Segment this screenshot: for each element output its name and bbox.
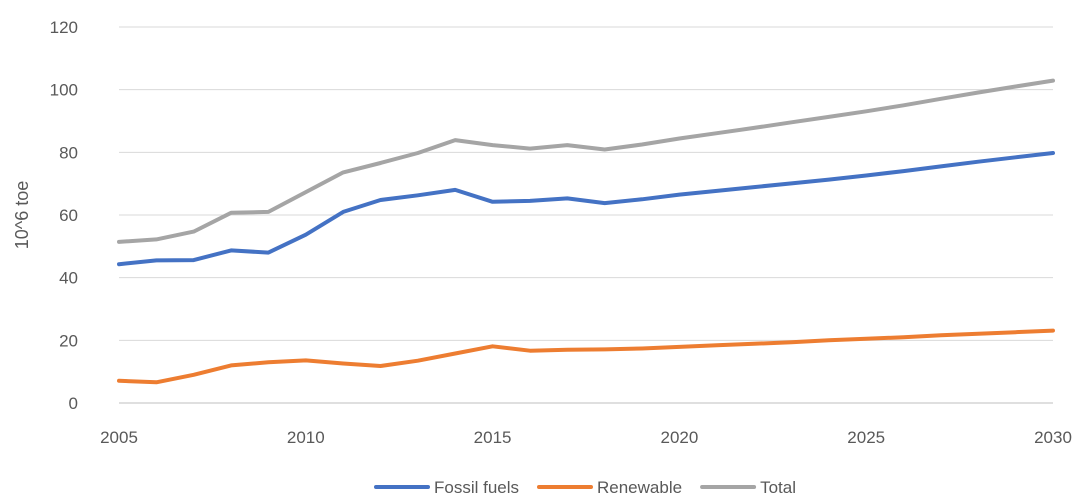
- legend-label: Renewable: [597, 478, 682, 495]
- legend-item: Fossil fuels: [374, 478, 519, 495]
- y-axis-title: 10^6 toe: [12, 181, 32, 250]
- legend: Fossil fuels Renewable Total: [374, 478, 796, 495]
- x-tick-label: 2015: [474, 428, 512, 447]
- legend-item: Renewable: [537, 478, 682, 495]
- series-line-total: [117, 78, 1055, 244]
- x-tick-label: 2005: [100, 428, 138, 447]
- x-tick-label: 2020: [660, 428, 698, 447]
- y-tick-label: 0: [69, 394, 78, 413]
- legend-label: Total: [760, 478, 796, 495]
- legend-label: Fossil fuels: [434, 478, 519, 495]
- x-tick-label: 2010: [287, 428, 325, 447]
- y-tick-label: 40: [59, 269, 78, 288]
- y-tick-label: 20: [59, 331, 78, 350]
- y-tick-label: 100: [50, 81, 78, 100]
- gridlines: [119, 26, 1053, 341]
- x-tick-label: 2030: [1034, 428, 1072, 447]
- x-tick-label: 2025: [847, 428, 885, 447]
- y-tick-label: 60: [59, 206, 78, 225]
- y-tick-label: 120: [50, 18, 78, 37]
- series: [117, 78, 1055, 385]
- y-tick-label: 80: [59, 143, 78, 162]
- series-line-fossil-fuels: [117, 151, 1055, 267]
- axes: 0 20 40 60 80 100 120 2005 2010 2015 2020 2025 2030: [50, 18, 1072, 447]
- series-line-renewable: [117, 328, 1055, 385]
- legend-item: Total: [700, 478, 796, 495]
